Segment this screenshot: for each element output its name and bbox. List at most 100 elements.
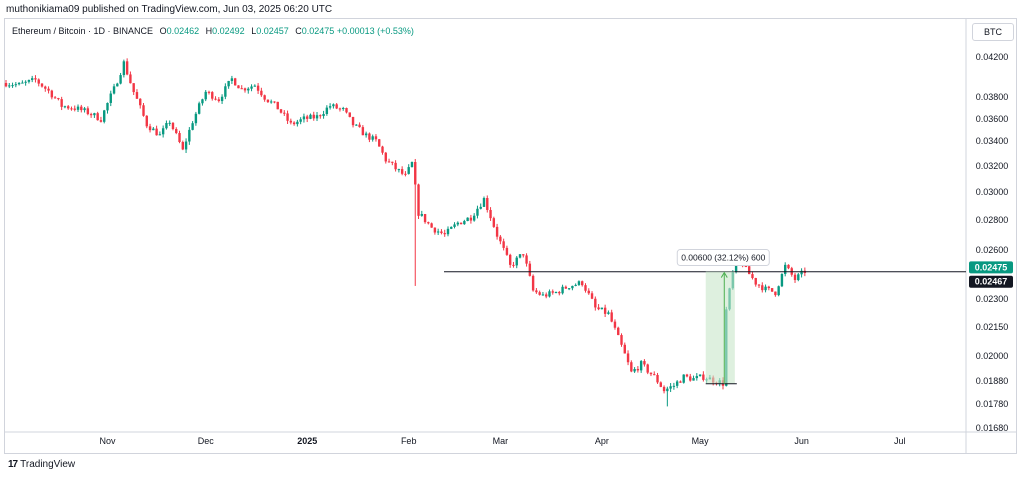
candle-body — [348, 112, 351, 117]
candle-body — [368, 133, 371, 140]
candle-body — [469, 217, 473, 221]
measure-tool[interactable]: 0.00600 (32.12%) 600 — [676, 249, 770, 385]
price-tick-label: 0.02800 — [976, 215, 1009, 225]
candle-body — [247, 88, 250, 91]
candle-body — [492, 218, 496, 227]
candle-body — [240, 88, 243, 90]
last-price-badge — [969, 261, 1013, 274]
candle-body — [787, 264, 790, 269]
candle-body — [630, 362, 633, 372]
price-axis: 0.04200 0.03800 0.03600 0.03400 0.03200 0.030… — [969, 52, 1013, 433]
candle-body — [463, 221, 466, 225]
candle-body — [558, 292, 561, 294]
candle-body — [564, 286, 568, 289]
candle-body — [243, 88, 247, 91]
candle-body — [581, 281, 584, 286]
candle-body — [378, 139, 381, 147]
currency-selector[interactable]: BTC — [972, 23, 1014, 41]
candle-body — [204, 91, 207, 100]
candle-body — [479, 206, 482, 209]
candle-body — [518, 254, 522, 258]
time-tick-label: Apr — [595, 436, 609, 446]
candle-body — [73, 108, 76, 110]
candle-body — [306, 116, 309, 119]
candle-body — [93, 113, 96, 116]
candle-body — [70, 108, 73, 110]
candle-body — [364, 133, 368, 136]
candle-body — [4, 83, 8, 87]
price-tick-label: 0.02600 — [976, 245, 1009, 255]
candle-body — [86, 108, 90, 115]
candle-body — [292, 122, 296, 125]
candle-body — [528, 263, 532, 276]
candle-body — [381, 146, 384, 153]
candle-body — [433, 227, 437, 233]
candle-body — [201, 99, 204, 104]
candle-body — [443, 233, 446, 235]
candle-body — [607, 312, 610, 314]
candle-body — [256, 85, 260, 91]
candlestick-series — [4, 58, 966, 407]
candle-body — [37, 79, 40, 84]
candle-body — [603, 307, 607, 314]
candle-body — [276, 101, 279, 110]
candle-body — [283, 112, 286, 114]
time-tick-label: Dec — [198, 436, 215, 446]
candle-body — [404, 173, 407, 175]
candle-body — [698, 374, 702, 377]
measure-area[interactable] — [705, 271, 735, 384]
candle-body — [374, 136, 378, 140]
last-price-label: 0.02475 — [975, 262, 1008, 272]
candle-body — [76, 106, 80, 110]
candle-body — [446, 228, 450, 235]
symbol-title[interactable]: Ethereum / Bitcoin · 1D · BINANCE — [12, 26, 154, 36]
candle-body — [214, 98, 217, 100]
candle-body — [233, 78, 237, 86]
candle-body — [315, 115, 319, 119]
candle-body — [649, 372, 653, 375]
candle-body — [125, 61, 129, 75]
candle-body — [453, 224, 456, 227]
candle-body — [410, 162, 414, 168]
candle-body — [8, 85, 11, 87]
candle-body — [747, 266, 751, 275]
candle-body — [499, 236, 502, 242]
candle-body — [626, 353, 630, 363]
close-label: C — [295, 26, 302, 36]
chart-legend: Ethereum / Bitcoin · 1D · BINANCE O0.024… — [12, 26, 414, 36]
candle-body — [476, 208, 479, 216]
candle-body — [67, 106, 70, 109]
candle-body — [423, 214, 427, 223]
candle-body — [296, 121, 299, 125]
candle-body — [754, 278, 757, 285]
price-tick-label: 0.03000 — [976, 187, 1009, 197]
candle-body — [289, 120, 293, 123]
time-axis: Nov Dec 2025 Feb Mar Apr May Jun Jul — [99, 436, 905, 446]
candle-body — [345, 108, 348, 113]
candle-body — [613, 321, 617, 328]
candle-body — [623, 344, 626, 354]
candle-body — [522, 254, 525, 256]
candle-body — [430, 223, 433, 228]
candle-body — [197, 103, 201, 114]
candle-body — [155, 128, 158, 136]
candle-body — [335, 104, 338, 109]
candle-body — [456, 222, 460, 225]
price-tick-label: 0.01780 — [976, 399, 1009, 409]
candle-body — [656, 374, 659, 383]
candle-body — [535, 290, 538, 293]
candle-body — [152, 128, 155, 131]
candle-body — [21, 82, 24, 84]
candle-body — [178, 133, 181, 143]
candle-body — [482, 198, 486, 207]
candle-body — [695, 376, 699, 379]
close-value: 0.02475 — [301, 26, 335, 36]
candle-body — [682, 374, 685, 383]
candle-body — [734, 262, 738, 272]
candle-body — [224, 86, 227, 97]
candle-body — [515, 257, 518, 266]
tradingview-brand[interactable]: 17 TradingView — [8, 459, 75, 470]
candle-body — [109, 93, 112, 103]
price-tick-label: 0.02150 — [976, 322, 1009, 332]
